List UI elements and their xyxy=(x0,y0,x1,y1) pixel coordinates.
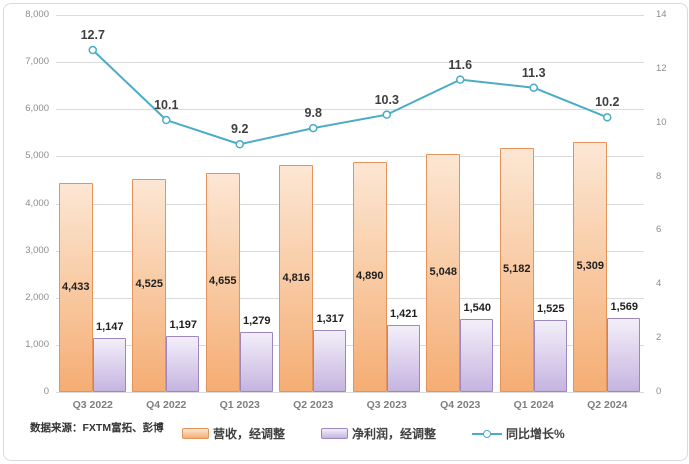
x-axis-label: Q3 2022 xyxy=(72,399,113,411)
x-axis-label: Q4 2022 xyxy=(146,399,187,411)
growth-point-marker xyxy=(603,113,612,122)
growth-point-label: 9.2 xyxy=(231,122,249,137)
y-axis-left-tick-label: 4,000 xyxy=(25,197,49,209)
growth-point-marker xyxy=(309,123,318,133)
y-axis-left-tick-label: 0 xyxy=(43,386,49,397)
y-axis-left-tick-label: 6,000 xyxy=(25,103,49,115)
net-profit-bar-label: 1,147 xyxy=(95,320,124,333)
y-axis-right-tick-label: 2 xyxy=(656,332,662,344)
legend-item-revenue: 营收，经调整 xyxy=(182,425,285,442)
net-profit-bar-label: 1,540 xyxy=(463,302,492,315)
growth-point-label: 11.3 xyxy=(521,65,546,80)
growth-point-marker xyxy=(88,45,97,55)
revenue-bar xyxy=(499,147,534,392)
gridline xyxy=(56,15,644,16)
growth-line xyxy=(88,45,612,149)
growth-point-label: 9.8 xyxy=(304,106,322,121)
plot-area: 0 1,000 2,000 3,000 4,000 5,000 6,000 7,000 8,00… xyxy=(4,4,687,460)
growth-point-label: 10.3 xyxy=(374,92,399,107)
y-axis-right-tick-label: 6 xyxy=(656,224,662,236)
growth-point-marker xyxy=(529,83,538,92)
revenue-bar-label: 4,816 xyxy=(282,271,311,284)
y-axis-left-tick-label: 2,000 xyxy=(25,291,49,303)
growth-point-marker xyxy=(382,110,391,119)
legend-label: 净利润，经调整 xyxy=(352,427,437,441)
revenue-bar xyxy=(205,172,240,392)
net-profit-bar xyxy=(239,331,273,392)
net-profit-bar xyxy=(607,318,641,392)
revenue-bar xyxy=(352,161,387,392)
y-axis-left-tick-label: 7,000 xyxy=(25,56,49,68)
net-profit-bar-label: 1,197 xyxy=(169,318,198,331)
growth-point-label: 11.6 xyxy=(448,57,473,72)
y-axis-right-tick-label: 10 xyxy=(656,116,667,128)
net-profit-swatch-icon xyxy=(321,428,349,439)
y-axis-right-tick-label: 14 xyxy=(656,9,667,20)
legend-item-growth: 同比增长% xyxy=(472,425,565,442)
gridline xyxy=(56,250,644,252)
net-profit-bar-label: 1,525 xyxy=(536,303,565,316)
revenue-bar-label: 5,182 xyxy=(502,262,531,275)
legend-label: 营收，经调整 xyxy=(213,427,286,441)
gridline xyxy=(56,109,644,111)
net-profit-bar xyxy=(386,325,420,392)
y-axis-right-tick-label: 12 xyxy=(656,62,667,74)
gridline xyxy=(56,392,644,393)
legend-item-net-profit: 净利润，经调整 xyxy=(321,425,436,442)
net-profit-bar-label: 1,421 xyxy=(389,308,418,321)
y-axis-left-tick-label: 3,000 xyxy=(25,244,49,256)
growth-point-marker xyxy=(235,140,244,149)
chart-frame: 0 1,000 2,000 3,000 4,000 5,000 6,000 7,000 8,00… xyxy=(3,3,688,461)
revenue-bar-label: 4,655 xyxy=(208,275,237,288)
source-note: 数据来源：FXTM富拓、彭博 xyxy=(30,422,164,434)
net-profit-bar xyxy=(313,329,347,392)
growth-point-marker xyxy=(162,115,171,125)
net-profit-bar xyxy=(460,319,494,392)
revenue-bar-label: 4,525 xyxy=(135,278,164,291)
gridline xyxy=(56,344,644,346)
revenue-swatch-icon xyxy=(182,428,209,439)
gridline xyxy=(56,62,644,64)
growth-point-marker xyxy=(456,75,465,84)
net-profit-bar-label: 1,279 xyxy=(242,314,271,327)
net-profit-bar xyxy=(92,337,126,392)
growth-point-label: 12.7 xyxy=(80,28,105,42)
growth-point-label: 10.1 xyxy=(154,98,179,113)
revenue-bar xyxy=(573,141,608,392)
gridline xyxy=(56,203,644,205)
y-axis-right-tick-label: 4 xyxy=(656,278,662,290)
net-profit-bar-label: 1,569 xyxy=(610,301,639,314)
y-axis-right-tick-label: 8 xyxy=(656,170,662,182)
revenue-bar xyxy=(279,165,314,392)
x-axis-label: Q2 2024 xyxy=(587,399,628,411)
revenue-bar-label: 5,048 xyxy=(429,266,458,279)
revenue-bar-label: 4,433 xyxy=(61,280,90,293)
revenue-bar xyxy=(58,183,93,392)
y-axis-right-tick-label: 0 xyxy=(656,386,662,397)
gridline xyxy=(56,297,644,299)
y-axis-left-tick-label: 8,000 xyxy=(25,9,49,20)
gridline xyxy=(56,156,644,158)
net-profit-bar xyxy=(533,320,567,392)
revenue-bar xyxy=(132,178,167,392)
x-axis-label: Q2 2023 xyxy=(293,399,334,411)
revenue-bar xyxy=(426,154,461,392)
growth-point-label: 10.2 xyxy=(595,95,620,110)
revenue-bar-label: 5,309 xyxy=(576,259,605,272)
y-axis-left-tick-label: 1,000 xyxy=(25,338,49,350)
y-axis-left-tick-label: 5,000 xyxy=(25,150,49,162)
line-dot xyxy=(483,430,492,438)
x-axis-label: Q1 2023 xyxy=(219,399,260,411)
net-profit-bar-label: 1,317 xyxy=(316,312,345,325)
x-axis-label: Q4 2023 xyxy=(440,399,481,411)
legend-label: 同比增长% xyxy=(506,427,565,441)
chart-legend: 营收，经调整 净利润，经调整 同比增长% xyxy=(182,425,565,442)
x-axis-label: Q1 2024 xyxy=(513,399,554,411)
net-profit-bar xyxy=(166,335,200,392)
growth-line-path xyxy=(92,49,608,146)
line-marker-icon xyxy=(472,428,503,439)
x-axis-label: Q3 2023 xyxy=(366,399,407,411)
revenue-bar-label: 4,890 xyxy=(355,269,384,282)
